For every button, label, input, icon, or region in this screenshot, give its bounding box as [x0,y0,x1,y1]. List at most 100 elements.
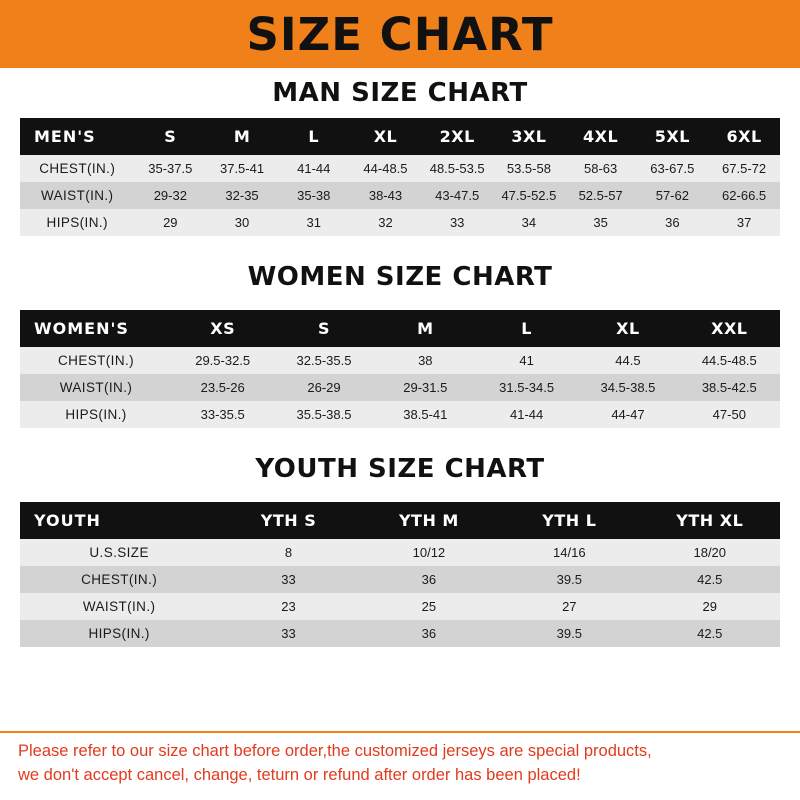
column-header: L [308,127,320,146]
page-title: SIZE CHART [246,7,554,61]
column-header: XS [210,319,236,338]
table-header-row: MEN'S S M L XL 2XL 3XL 4XL 5XL 6XL [20,118,780,155]
table-cell: 32 [378,215,393,230]
table-cell: 32-35 [225,188,259,203]
table-cell: 44.5 [615,353,641,368]
spacer [0,236,800,262]
table-cell: 58-63 [584,161,618,176]
table-cell: 37.5-41 [219,161,265,176]
table-cell: 29 [163,215,178,230]
table-cell: 29 [702,599,717,614]
column-header: YTH L [542,511,597,530]
table-cell: 38-43 [368,188,403,203]
table-cell: 33 [281,626,296,641]
spacer [20,484,780,502]
table-cell: 8 [284,545,293,560]
table-row: HIPS(IN.) 33-35.5 35.5-38.5 38.5-41 41-4… [20,401,780,428]
table-cell: 57-62 [655,188,689,203]
table-cell: 42.5 [697,572,723,587]
table-cell: 39.5 [556,572,582,587]
table-cell: 44.5-48.5 [701,353,757,368]
women-size-table: WOMEN'S XS S M L XL XXL CHEST(IN.) 29.5-… [20,310,780,428]
column-header: 6XL [726,127,762,146]
table-cell: 44-48.5 [363,161,408,176]
table-cell: 29-32 [153,188,187,203]
table-cell: 33-35.5 [200,407,245,422]
column-header: 2XL [439,127,475,146]
table-row: WAIST(IN.) 23 25 27 29 [20,593,780,620]
table-cell: 27 [562,599,577,614]
table-cell: 25 [421,599,437,614]
footer-line-2: we don't accept cancel, change, teturn o… [18,766,581,785]
spacer [20,108,780,118]
section-men: MAN SIZE CHART MEN'S S M L XL 2XL 3XL 4X… [0,78,800,236]
table-cell: 35-38 [297,188,331,203]
table-cell: 34 [521,215,537,230]
row-label: WAIST(IN.) [82,599,156,614]
table-cell: 31.5-34.5 [499,380,555,395]
column-header: M [233,127,251,146]
youth-size-table: YOUTH YTH S YTH M YTH L YTH XL U.S.SIZE … [20,502,780,647]
table-cell: 36 [421,626,437,641]
table-row: CHEST(IN.) 35-37.5 37.5-41 41-44 44-48.5… [20,155,780,182]
footer-line-1: Please refer to our size chart before or… [18,741,652,760]
row-label: CHEST(IN.) [81,572,158,587]
row-label: CHEST(IN.) [58,353,135,368]
row-label: HIPS(IN.) [88,626,150,641]
table-cell: 33 [449,215,465,230]
table-cell: 62-66.5 [722,188,767,203]
spacer [0,68,800,78]
column-header: YTH M [398,511,459,530]
column-header: YTH S [260,511,317,530]
table-row: CHEST(IN.) 33 36 39.5 42.5 [20,566,780,593]
column-header: YOUTH [34,511,101,530]
row-label: U.S.SIZE [89,545,149,560]
table-header-row: YOUTH YTH S YTH M YTH L YTH XL [20,502,780,539]
table-cell: 35 [593,215,608,230]
table-cell: 47-50 [712,407,746,422]
table-cell: 39.5 [556,626,582,641]
table-cell: 47.5-52.5 [501,188,557,203]
table-cell: 32.5-35.5 [296,353,352,368]
column-header: 5XL [654,127,690,146]
table-cell: 35.5-38.5 [296,407,352,422]
table-header-row: WOMEN'S XS S M L XL XXL [20,310,780,347]
table-cell: 38.5-42.5 [701,380,757,395]
spacer [20,292,780,310]
footer-note: Please refer to our size chart before or… [0,730,800,800]
table-cell: 35-37.5 [148,161,193,176]
row-label: WAIST(IN.) [40,188,114,203]
column-header: S [164,127,177,146]
table-cell: 41-44 [510,407,544,422]
column-header: L [521,319,532,338]
table-cell: 43-47.5 [435,188,480,203]
table-row: HIPS(IN.) 29 30 31 32 33 34 35 36 37 [20,209,780,236]
table-row: WAIST(IN.) 23.5-26 26-29 29-31.5 31.5-34… [20,374,780,401]
table-cell: 36 [665,215,680,230]
table-row: CHEST(IN.) 29.5-32.5 32.5-35.5 38 41 44.… [20,347,780,374]
table-cell: 41-44 [297,161,331,176]
table-cell: 38.5-41 [403,407,448,422]
column-header: MEN'S [34,127,96,146]
table-cell: 23 [281,599,296,614]
row-label: CHEST(IN.) [39,161,116,176]
table-cell: 37 [736,215,752,230]
column-header: S [317,319,331,338]
table-cell: 14/16 [553,545,586,560]
column-header: 3XL [511,127,547,146]
header-band: SIZE CHART [0,0,800,68]
table-cell: 48.5-53.5 [429,161,485,176]
section-women: WOMEN SIZE CHART WOMEN'S XS S M L XL XXL… [0,262,800,428]
table-cell: 67.5-72 [722,161,767,176]
column-header: XL [373,127,398,146]
table-cell: 18/20 [693,545,727,560]
table-cell: 52.5-57 [578,188,623,203]
row-label: WAIST(IN.) [59,380,133,395]
table-cell: 23.5-26 [200,380,245,395]
table-cell: 29.5-32.5 [195,353,251,368]
section-title-men: MAN SIZE CHART [272,78,528,108]
table-cell: 29-31.5 [403,380,448,395]
column-header: YTH XL [676,511,744,530]
table-cell: 44-47 [611,407,645,422]
